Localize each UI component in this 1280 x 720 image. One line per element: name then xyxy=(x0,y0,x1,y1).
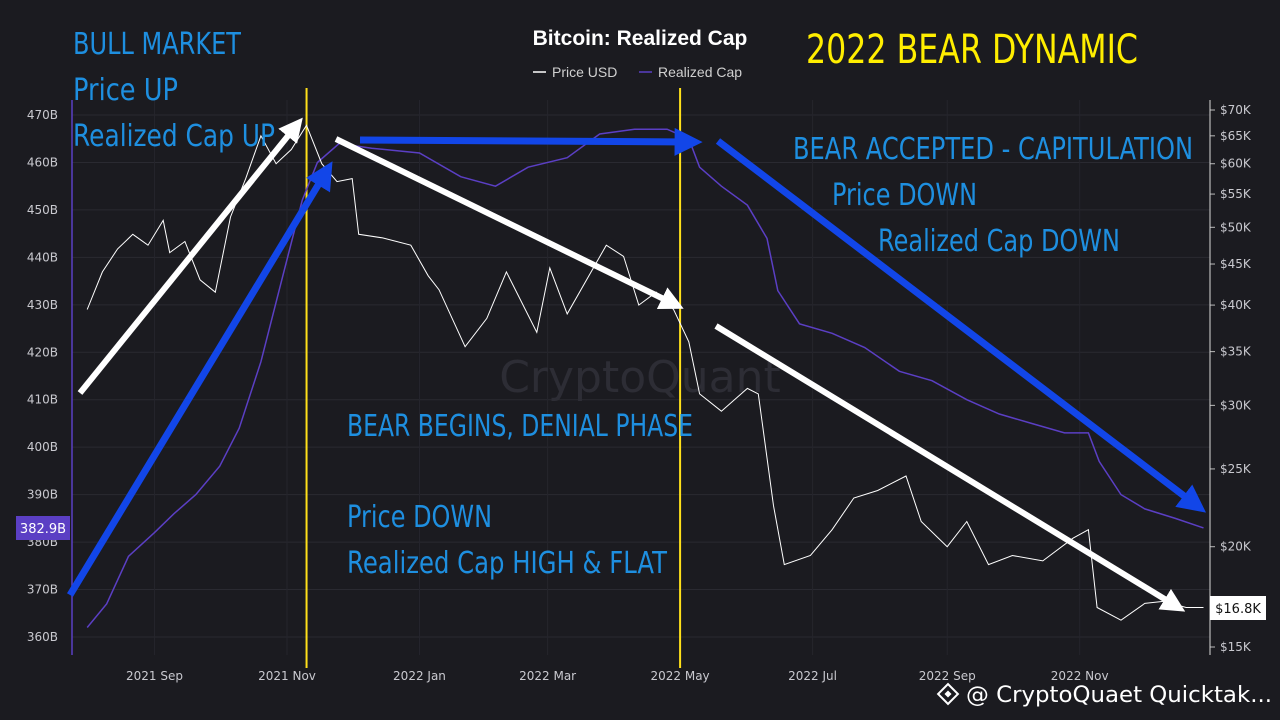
capitulation-annotation-line-1: BEAR ACCEPTED - CAPITULATION xyxy=(793,132,1193,167)
legend: Price USD Realized Cap xyxy=(533,64,742,80)
x-tick-label: 2021 Nov xyxy=(258,669,316,683)
bull-annotation-line-1: BULL MARKET xyxy=(73,27,242,62)
left-axis: 470B460B450B440B430B420B410B400B390B380B… xyxy=(27,108,58,644)
watermark: CryptoQuant xyxy=(499,352,781,403)
denial-realized-cap-arrow xyxy=(359,127,703,156)
bull-price-arrow xyxy=(77,117,303,395)
x-tick-label: 2022 Jul xyxy=(788,669,837,683)
bull-annotation-line-3: Realized Cap UP xyxy=(73,119,275,154)
price-badge: $16.8K xyxy=(1210,596,1266,620)
left-tick-label: 460B xyxy=(27,155,58,169)
legend-realized-cap-label: Realized Cap xyxy=(658,64,742,80)
realized-cap-badge: 382.9B xyxy=(16,516,70,540)
right-tick-label: $45K xyxy=(1220,257,1252,271)
x-axis: 2021 Sep 2021 Nov 2022 Jan 2022 Mar 2022 May… xyxy=(126,669,1109,683)
x-tick-label: 2021 Sep xyxy=(126,669,183,683)
left-tick-label: 420B xyxy=(27,345,58,359)
right-tick-label: $25K xyxy=(1220,462,1252,476)
left-tick-label: 470B xyxy=(27,108,58,122)
right-tick-label: $55K xyxy=(1220,187,1252,201)
x-tick-label: 2022 May xyxy=(651,669,710,683)
left-tick-label: 450B xyxy=(27,203,58,217)
price-badge-text: $16.8K xyxy=(1215,602,1261,617)
left-tick-label: 400B xyxy=(27,440,58,454)
denial-annotation-line-1: Price DOWN xyxy=(347,500,492,535)
right-tick-label: $35K xyxy=(1220,345,1252,359)
left-tick-label: 410B xyxy=(27,393,58,407)
capitulation-annotation-line-3: Realized Cap DOWN xyxy=(878,224,1120,259)
x-tick-label: 2022 Jan xyxy=(393,669,446,683)
right-axis: $70K $65K $60K $55K $50K $45K $40K $35K $30K $25K… xyxy=(1210,103,1252,654)
realized-cap-badge-text: 382.9B xyxy=(20,522,66,537)
x-tick-label: 2022 Mar xyxy=(519,669,576,683)
diamond-logo-icon xyxy=(936,682,960,706)
realized-cap-line xyxy=(86,128,1204,628)
capitulation-annotation-line-2: Price DOWN xyxy=(832,178,977,213)
right-tick-label: $40K xyxy=(1220,298,1252,312)
x-tick-label: 2022 Nov xyxy=(1051,669,1109,683)
bull-annotation-line-2: Price UP xyxy=(73,73,178,108)
capitulation-realized-cap-arrow xyxy=(715,138,1207,513)
footer-credit: @ CryptoQuaet Quicktak... xyxy=(936,682,1272,708)
chart-title: Bitcoin: Realized Cap xyxy=(533,27,748,50)
left-tick-label: 390B xyxy=(27,488,58,502)
headline: 2022 BEAR DYNAMIC xyxy=(806,27,1138,73)
price-line xyxy=(86,124,1204,621)
denial-price-arrow xyxy=(334,136,684,309)
left-tick-label: 370B xyxy=(27,583,58,597)
right-tick-label: $30K xyxy=(1220,398,1252,412)
right-tick-label: $50K xyxy=(1220,220,1252,234)
right-tick-label: $20K xyxy=(1220,540,1252,554)
legend-price-label: Price USD xyxy=(552,64,617,80)
bull-realized-cap-arrow xyxy=(67,161,333,597)
footer-credit-text: @ CryptoQuaet Quicktak... xyxy=(966,683,1272,708)
left-tick-label: 360B xyxy=(27,630,58,644)
annotation-arrows xyxy=(67,117,1207,612)
right-tick-label: $60K xyxy=(1220,157,1252,171)
grid-layer xyxy=(72,100,1210,655)
right-tick-label: $65K xyxy=(1220,129,1252,143)
x-tick-label: 2022 Sep xyxy=(919,669,976,683)
denial-annotation-title: BEAR BEGINS, DENIAL PHASE xyxy=(347,409,693,444)
left-tick-label: 430B xyxy=(27,298,58,312)
right-tick-label: $70K xyxy=(1220,103,1252,117)
left-tick-label: 440B xyxy=(27,250,58,264)
capitulation-price-arrow xyxy=(714,323,1186,612)
right-tick-label: $15K xyxy=(1220,640,1252,654)
denial-annotation-line-2: Realized Cap HIGH & FLAT xyxy=(347,546,668,581)
